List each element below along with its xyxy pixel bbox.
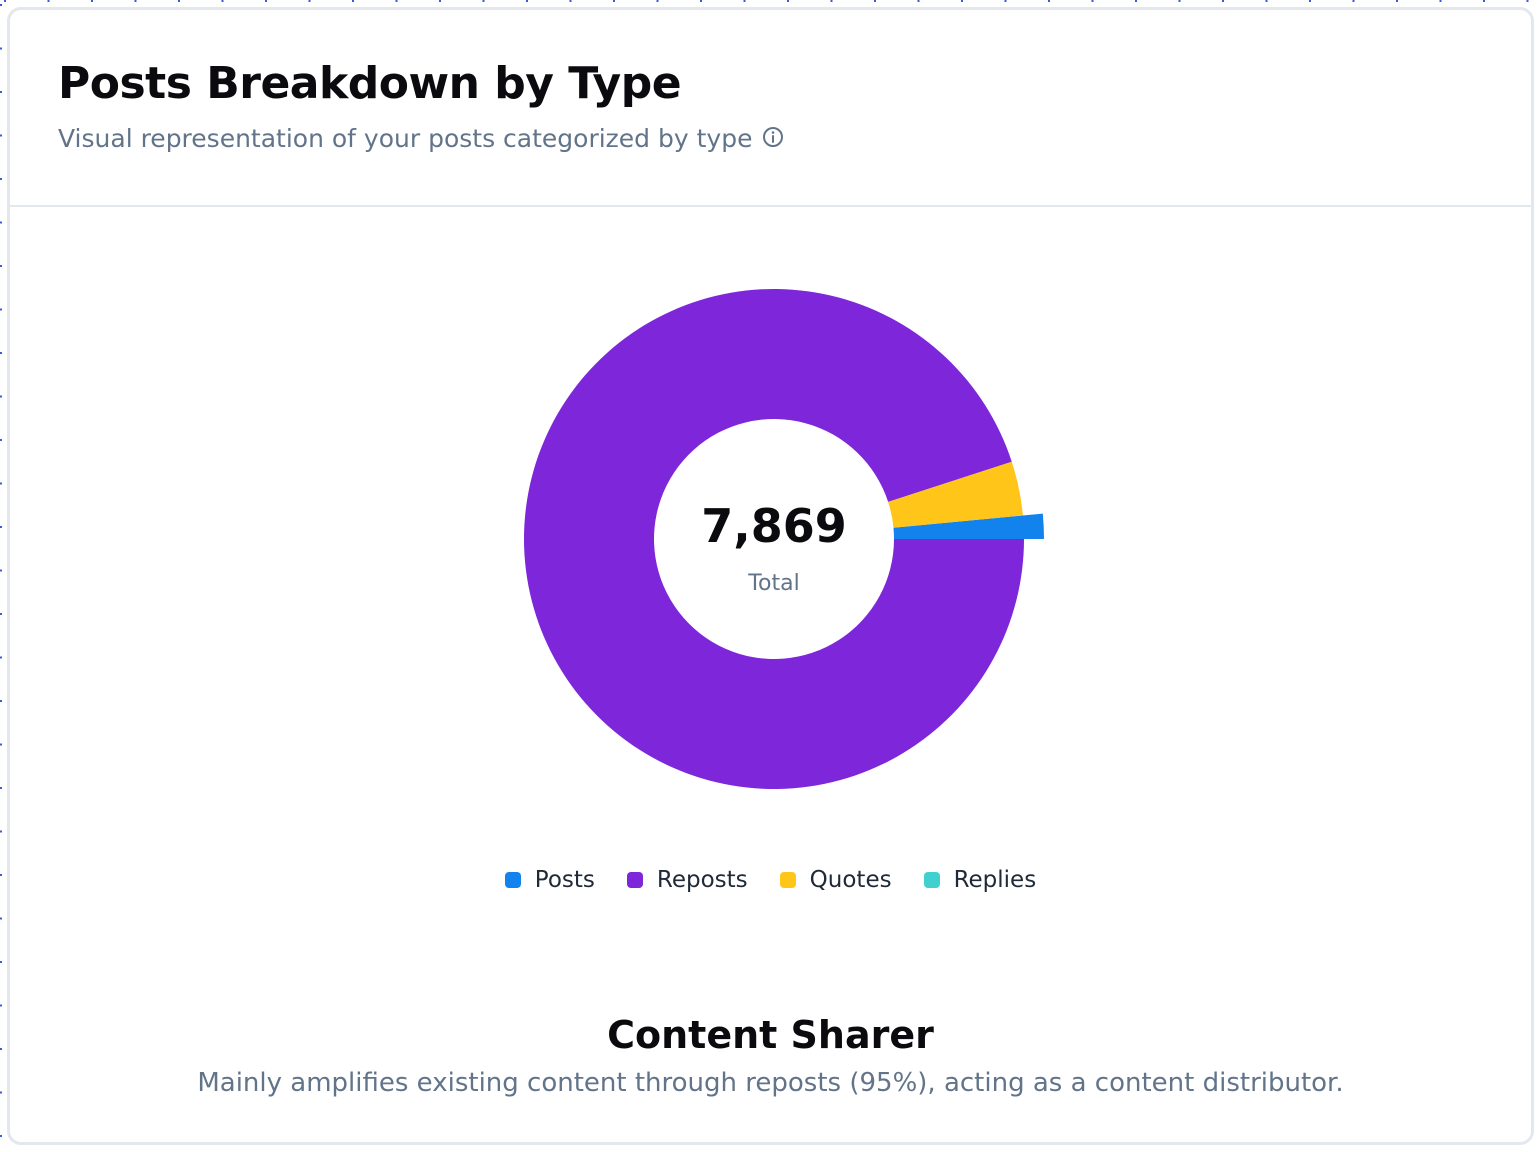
edge-dot (830, 0, 833, 2)
legend-swatch (923, 872, 940, 888)
edge-dot (613, 0, 615, 2)
edge-dot (308, 0, 311, 2)
insight-title: Content Sharer (607, 1013, 934, 1057)
legend-label: Replies (953, 867, 1037, 893)
edge-dot (265, 0, 267, 2)
edge-dot (352, 0, 354, 2)
edge-dot (656, 0, 659, 2)
legend-item-posts[interactable]: Posts (504, 867, 595, 893)
legend-item-reposts[interactable]: Reposts (626, 867, 748, 893)
legend-swatch (626, 872, 643, 888)
legend-swatch (504, 872, 521, 888)
card-title: Posts Breakdown by Type (58, 58, 682, 109)
edge-dot (569, 0, 572, 2)
total-value: 7,869 (701, 499, 847, 553)
edge-dot (0, 308, 2, 311)
edge-dot (700, 0, 702, 2)
edge-dot (1048, 0, 1050, 2)
legend-item-replies[interactable]: Replies (923, 867, 1037, 893)
edge-dot (0, 917, 2, 920)
edge-dot (1004, 0, 1007, 2)
edge-dot (0, 569, 2, 572)
edge-dot (4, 0, 6, 2)
edge-dot (743, 0, 746, 2)
edge-dot (221, 0, 224, 2)
info-circle-icon[interactable] (762, 126, 784, 148)
edge-dot (1091, 0, 1094, 2)
edge-dot (178, 0, 180, 2)
edge-dot (0, 91, 2, 93)
edge-dot (0, 787, 2, 789)
edge-dot (0, 526, 2, 528)
edge-dot (0, 1048, 2, 1050)
edge-dot (0, 221, 2, 224)
edge-dot (0, 656, 2, 659)
edge-dot (0, 178, 2, 180)
edge-dot (1178, 0, 1181, 2)
edge-dot (1396, 0, 1398, 2)
edge-dot (439, 0, 441, 2)
edge-dot (0, 134, 2, 137)
edge-dot (0, 961, 2, 963)
edge-dot (1265, 0, 1268, 2)
edge-dot (1439, 0, 1442, 2)
slice-quotes[interactable] (888, 461, 1023, 528)
edge-dot (0, 352, 2, 354)
edge-dot (1483, 0, 1485, 2)
edge-dot (0, 830, 2, 833)
edge-dot (874, 0, 876, 2)
posts-breakdown-card: Posts Breakdown by Type Visual represent… (7, 7, 1534, 1145)
total-label: Total (748, 571, 800, 596)
edge-dot (0, 439, 2, 441)
edge-dot (482, 0, 485, 2)
edge-dot (1222, 0, 1224, 2)
chart-legend: Posts Reposts Quotes Replies (10, 867, 1531, 893)
edge-dot (0, 1135, 2, 1137)
edge-dot (0, 4, 2, 6)
legend-label: Quotes (809, 867, 892, 893)
edge-dot (0, 482, 2, 485)
edge-dot (0, 1091, 2, 1094)
edge-dot (0, 1004, 2, 1007)
edge-dot (91, 0, 93, 2)
edge-dot (961, 0, 963, 2)
card-subtitle: Visual representation of your posts cate… (58, 124, 753, 153)
edge-dot (47, 0, 50, 2)
edge-dot (0, 743, 2, 746)
subtitle-row: Visual representation of your posts cate… (58, 124, 784, 153)
donut-chart (524, 289, 1044, 790)
donut-chart-area: 7,869 Total Posts Reposts Quotes Replies (10, 207, 1531, 967)
edge-dot (1526, 0, 1529, 2)
edge-dot (1135, 0, 1137, 2)
slice-reposts[interactable] (524, 289, 1024, 790)
edge-dot (0, 700, 2, 702)
slice-posts[interactable] (893, 513, 1044, 539)
edge-dot (917, 0, 920, 2)
edge-dot (0, 265, 2, 267)
edge-dot (0, 395, 2, 398)
legend-item-quotes[interactable]: Quotes (779, 867, 892, 893)
edge-dot (1352, 0, 1355, 2)
edge-dot (787, 0, 789, 2)
legend-label: Reposts (656, 867, 748, 893)
edge-dot (526, 0, 528, 2)
edge-dot (134, 0, 137, 2)
legend-swatch (779, 872, 796, 888)
card-header: Posts Breakdown by Type Visual represent… (10, 10, 1531, 207)
edge-dot (395, 0, 398, 2)
edge-dot (0, 613, 2, 615)
legend-label: Posts (534, 867, 595, 893)
edge-dot (1309, 0, 1311, 2)
edge-dot (0, 874, 2, 876)
edge-dot (0, 47, 2, 50)
insight-description: Mainly amplifies existing content throug… (197, 1068, 1344, 1098)
